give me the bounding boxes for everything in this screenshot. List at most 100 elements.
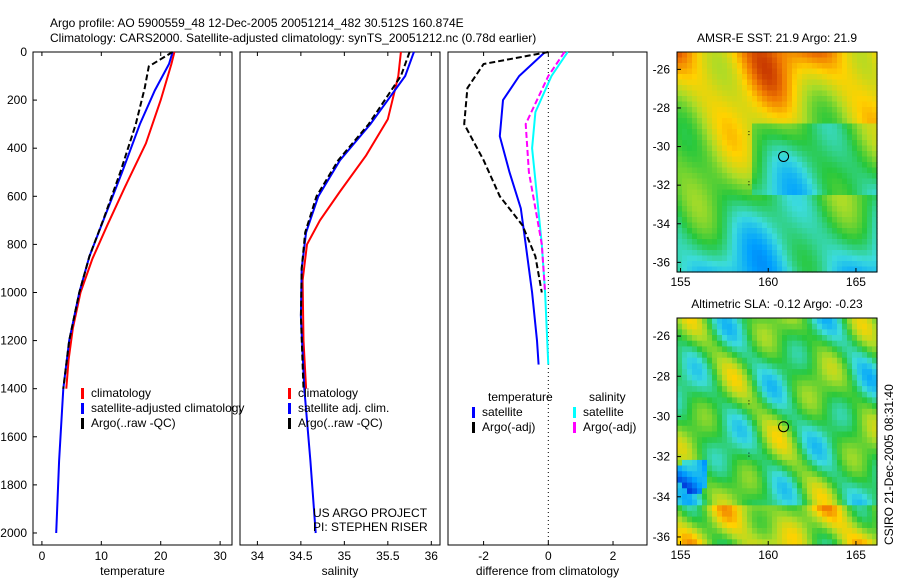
heatmap-cell xyxy=(687,129,693,136)
heatmap-cell xyxy=(777,425,783,433)
y-tick-label: 200 xyxy=(7,93,27,107)
heatmap-cell xyxy=(812,397,818,404)
heatmap-cell xyxy=(687,261,693,268)
heatmap-cell xyxy=(682,261,688,268)
heatmap-cell xyxy=(722,431,728,438)
heatmap-cell xyxy=(682,156,688,163)
heatmap-cell xyxy=(757,184,763,191)
heatmap-cell xyxy=(867,442,873,450)
heatmap-cell xyxy=(797,79,803,86)
heatmap-cell xyxy=(772,118,778,125)
heatmap-cell xyxy=(787,217,793,224)
heatmap-cell xyxy=(687,397,693,404)
heatmap-cell xyxy=(732,129,738,136)
heatmap-cell xyxy=(737,129,743,136)
heatmap-cell xyxy=(697,425,703,433)
heatmap-cell xyxy=(847,189,853,196)
heatmap-cell xyxy=(757,459,763,467)
heatmap-cell xyxy=(727,516,733,523)
heatmap-cell xyxy=(717,471,723,478)
heatmap-cell xyxy=(857,211,863,218)
heatmap-cell xyxy=(772,74,778,81)
heatmap-cell xyxy=(872,85,878,92)
heatmap-cell xyxy=(812,63,818,70)
heatmap-cell xyxy=(812,85,818,92)
heatmap-cell xyxy=(712,118,718,125)
heatmap-cell xyxy=(802,250,808,257)
heatmap-cell xyxy=(817,79,823,86)
heatmap-cell xyxy=(782,539,788,546)
heatmap-cell xyxy=(852,414,858,421)
heatmap-cell xyxy=(872,318,878,325)
heatmap-cell xyxy=(717,178,723,185)
heatmap-cell xyxy=(772,329,778,336)
heatmap-cell xyxy=(842,448,848,455)
heatmap-cell xyxy=(837,233,843,240)
heatmap-cell xyxy=(792,488,798,495)
heatmap-cell xyxy=(802,118,808,125)
heatmap-cell xyxy=(677,57,683,64)
heatmap-cell xyxy=(717,266,723,273)
heatmap-cell xyxy=(817,448,823,455)
heatmap-cell xyxy=(782,266,788,273)
heatmap-cell xyxy=(747,134,753,141)
heatmap-cell xyxy=(782,134,788,141)
heatmap-cell xyxy=(742,167,748,174)
heatmap-cell xyxy=(757,200,763,207)
heatmap-cell xyxy=(682,206,688,213)
heatmap-cell xyxy=(767,516,773,523)
heatmap-cell xyxy=(822,323,828,330)
heatmap-cell xyxy=(697,261,703,268)
heatmap-cell xyxy=(827,228,833,235)
y-tick-label: -28 xyxy=(653,369,671,383)
heatmap-cell xyxy=(717,101,723,108)
heatmap-cell xyxy=(812,266,818,273)
heatmap-cell xyxy=(832,200,838,207)
heatmap-cell xyxy=(807,85,813,92)
heatmap-cell xyxy=(772,173,778,180)
heatmap-cell xyxy=(727,482,733,489)
heatmap-cell xyxy=(842,528,848,535)
heatmap-cell xyxy=(702,156,708,163)
series-line-salinity-argo-adj- xyxy=(524,51,566,293)
heatmap-cell xyxy=(867,357,873,364)
heatmap-cell xyxy=(752,505,758,512)
heatmap-cell xyxy=(797,420,803,427)
heatmap-cell xyxy=(712,357,718,364)
heatmap-cell xyxy=(782,255,788,262)
heatmap-cell xyxy=(867,173,873,180)
heatmap-cell xyxy=(742,112,748,119)
heatmap-cell xyxy=(822,184,828,191)
heatmap-cell xyxy=(727,200,733,207)
heatmap-cell xyxy=(707,442,713,450)
heatmap-cell xyxy=(802,85,808,92)
heatmap-cell xyxy=(862,68,868,75)
heatmap-cell xyxy=(822,206,828,213)
heatmap-cell xyxy=(692,63,698,70)
heatmap-cell xyxy=(747,206,753,213)
heatmap-cell xyxy=(717,118,723,125)
heatmap-cell xyxy=(817,101,823,108)
heatmap-cell xyxy=(767,493,773,501)
heatmap-cell xyxy=(727,425,733,433)
heatmap-cell xyxy=(677,403,683,410)
heatmap-cell xyxy=(807,323,813,330)
heatmap-cell xyxy=(742,363,748,370)
heatmap-cell xyxy=(837,391,843,399)
heatmap-cell xyxy=(702,118,708,125)
heatmap-cell xyxy=(747,516,753,523)
heatmap-cell xyxy=(807,380,813,387)
heatmap-cell xyxy=(752,357,758,364)
heatmap-cell xyxy=(807,266,813,273)
heatmap-cell xyxy=(687,244,693,251)
heatmap-cell xyxy=(817,261,823,268)
heatmap-cell xyxy=(732,437,738,444)
heatmap-cell xyxy=(837,123,843,130)
heatmap-cell xyxy=(872,340,878,347)
heatmap-cell xyxy=(832,79,838,86)
heatmap-cell xyxy=(777,90,783,97)
temperature-panel: 0 10 20 30020040060080010001200140016001800… xyxy=(0,45,244,578)
heatmap-cell xyxy=(747,145,753,152)
heatmap-cell xyxy=(862,79,868,86)
heatmap-cell xyxy=(822,459,828,467)
